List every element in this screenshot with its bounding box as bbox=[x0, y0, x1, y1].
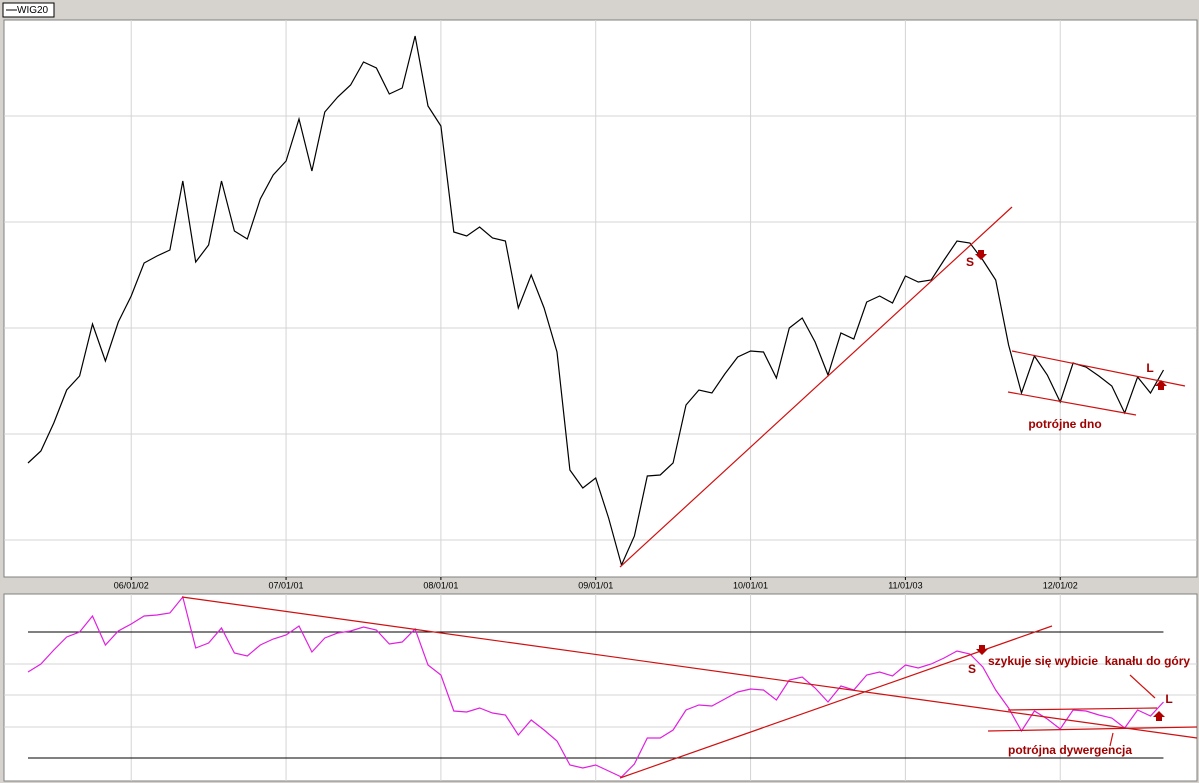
pointer-line bbox=[1129, 674, 1156, 699]
trend-line bbox=[619, 206, 1013, 568]
channel-line bbox=[1007, 391, 1137, 416]
x-tick-label: 06/01/02 bbox=[114, 580, 149, 590]
x-tick-label: 07/01/01 bbox=[269, 580, 304, 590]
buy-arrow bbox=[1153, 711, 1165, 721]
pointer-line bbox=[1109, 732, 1114, 747]
x-tick-label: 12/01/02 bbox=[1043, 580, 1078, 590]
trend-line bbox=[987, 726, 1198, 732]
trend-line bbox=[181, 596, 1198, 739]
annotation: L bbox=[1146, 361, 1153, 375]
legend-box bbox=[2, 2, 55, 18]
trend-lines bbox=[181, 206, 1198, 779]
grid-layer bbox=[4, 20, 1197, 781]
series-line bbox=[27, 595, 1164, 778]
annotation: L bbox=[1165, 692, 1172, 706]
sell-arrow bbox=[976, 645, 988, 655]
trend-line bbox=[1007, 707, 1158, 711]
price-panel bbox=[3, 19, 1198, 578]
channel-line bbox=[1011, 350, 1186, 387]
indicator-panel bbox=[3, 593, 1198, 782]
series-line bbox=[27, 35, 1165, 567]
annotation: szykuje się wybicie kanału do góry bbox=[988, 654, 1190, 668]
x-tick-label: 09/01/01 bbox=[578, 580, 613, 590]
legend-label: WIG20 bbox=[17, 5, 49, 16]
annotation: S bbox=[966, 255, 974, 269]
x-tick-label: 08/01/01 bbox=[423, 580, 458, 590]
legend: WIG20 bbox=[2, 2, 55, 18]
buy-arrow bbox=[1155, 380, 1167, 390]
annotation: potrójne dno bbox=[1028, 417, 1101, 431]
x-tick-label: 11/01/03 bbox=[888, 580, 922, 590]
annotation: potrójna dywergencja bbox=[1008, 743, 1132, 757]
x-tick-label: 10/01/01 bbox=[733, 580, 768, 590]
sell-arrow bbox=[975, 250, 987, 260]
annotation: S bbox=[968, 662, 976, 676]
line-layer bbox=[27, 35, 1165, 778]
